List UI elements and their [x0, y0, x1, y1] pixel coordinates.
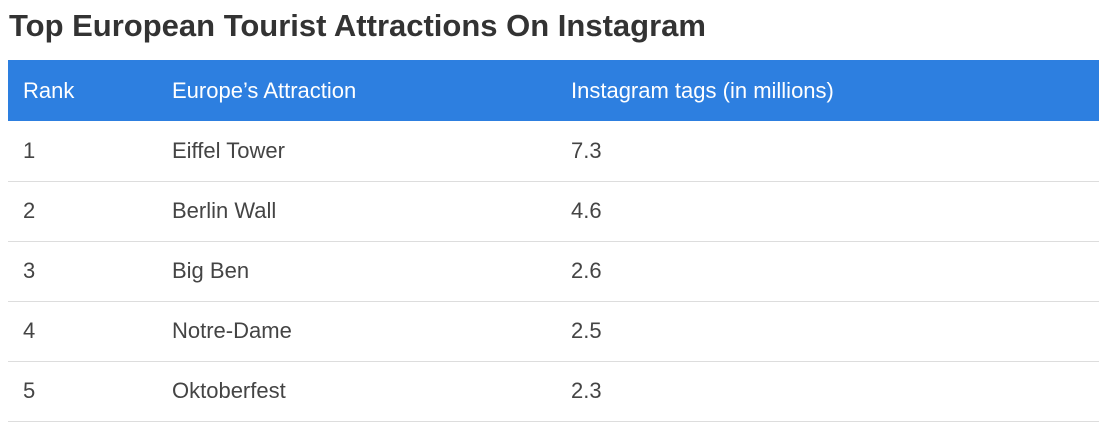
attraction-cell: Notre-Dame: [172, 318, 292, 343]
tags-cell: 2.5: [571, 318, 602, 343]
table-row: 4 Notre-Dame 2.5: [8, 301, 1099, 361]
header-row: Rank Europe’s Attraction Instagram tags …: [8, 60, 1099, 121]
column-header-instagram-tags: Instagram tags (in millions): [571, 77, 834, 103]
rank-cell: 2: [23, 198, 36, 223]
attraction-cell: Berlin Wall: [172, 198, 277, 223]
tags-cell: 4.6: [571, 198, 602, 223]
attractions-table: Rank Europe’s Attraction Instagram tags …: [8, 60, 1099, 422]
column-header-attraction: Europe’s Attraction: [172, 77, 357, 103]
tags-cell: 2.3: [571, 378, 602, 403]
attraction-cell: Big Ben: [172, 258, 250, 283]
tags-cell: 7.3: [571, 137, 602, 163]
rank-cell: 3: [23, 258, 36, 283]
table-row: 5 Oktoberfest 2.3: [8, 361, 1099, 421]
table-body: 1 Eiffel Tower 7.3 2 Berlin Wall 4.6 3 B…: [8, 121, 1099, 421]
column-header-rank: Rank: [23, 77, 75, 103]
rank-cell: 1: [23, 137, 36, 163]
attraction-cell: Oktoberfest: [172, 378, 286, 403]
table-row: 3 Big Ben 2.6: [8, 241, 1099, 301]
table-row: 2 Berlin Wall 4.6: [8, 181, 1099, 241]
attraction-cell: Eiffel Tower: [172, 137, 285, 163]
page-title: Top European Tourist Attractions On Inst…: [9, 8, 706, 43]
tags-cell: 2.6: [571, 258, 602, 283]
rank-cell: 5: [23, 378, 36, 403]
rank-cell: 4: [23, 318, 36, 343]
table-row: 1 Eiffel Tower 7.3: [8, 121, 1099, 181]
table-header: Rank Europe’s Attraction Instagram tags …: [8, 60, 1099, 121]
